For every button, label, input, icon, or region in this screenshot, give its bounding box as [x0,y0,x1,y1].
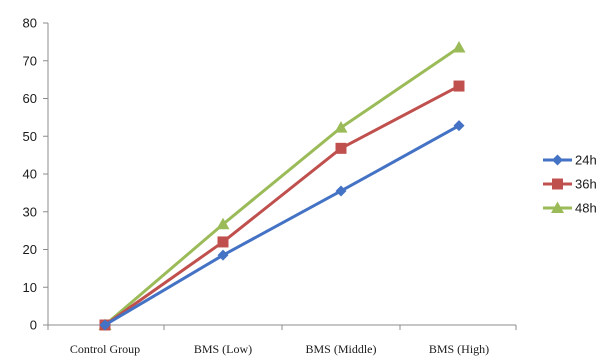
data-point-48h [452,41,466,53]
y-tick-label: 60 [23,91,37,106]
y-tick-label: 0 [30,318,37,333]
x-tick-label: Control Group [70,342,140,356]
y-tick-label: 50 [23,129,37,144]
series-line-48h [104,46,460,327]
y-tick-label: 20 [23,242,37,257]
x-ticks: Control Group BMS (Low) BMS (Middle) BMS (H… [47,325,517,356]
legend-marker [551,201,564,213]
legend-marker [552,178,563,190]
data-point-24h [335,185,347,197]
legend-label: 36h [575,177,597,192]
data-point-36h [335,142,347,154]
legend-entry: 48h [543,201,597,216]
y-tick-label: 40 [23,167,37,182]
data-point-24h [99,319,111,331]
legend-entry: 36h [543,177,597,192]
series-36h [99,80,465,331]
data-point-48h [216,217,230,230]
y-axis: 0 10 20 30 40 50 60 70 80 [23,16,49,333]
x-tick-label: BMS (High) [429,342,489,356]
data-point-36h [453,80,465,92]
data-point-36h [217,236,229,248]
series-48h [98,41,466,330]
y-tick-label: 10 [23,280,37,295]
legend-label: 24h [575,153,597,168]
data-point-24h [453,120,465,132]
series-line-36h [104,84,460,327]
y-tick-label: 30 [23,204,37,219]
legend: 24h 36h 48h [543,153,597,216]
x-axis: Control Group BMS (Low) BMS (Middle) BMS (H… [47,324,517,356]
y-tick-label: 80 [23,16,37,31]
data-point-48h [334,121,348,133]
plot-series [98,41,466,331]
data-point-24h [217,249,229,261]
x-tick-label: BMS (Low) [194,342,252,356]
legend-label: 48h [575,201,597,216]
y-ticks: 0 10 20 30 40 50 60 70 80 [23,16,48,333]
series-24h [99,120,465,331]
x-tick-label: BMS (Middle) [305,342,376,356]
legend-entry: 24h [543,153,597,168]
legend-marker [552,154,563,166]
series-line-24h [104,124,460,327]
y-tick-label: 70 [23,53,37,68]
